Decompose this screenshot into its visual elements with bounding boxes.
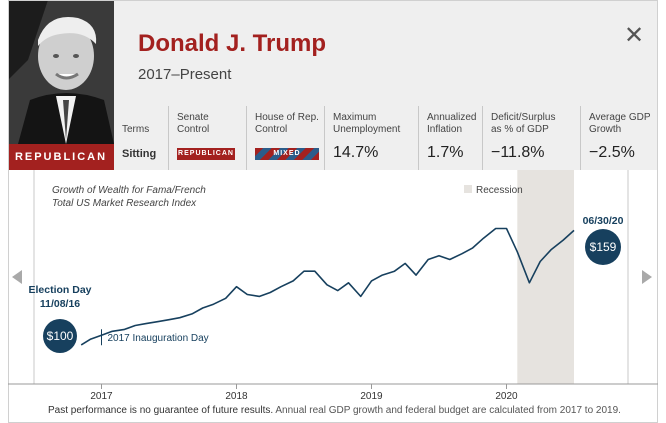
- stat-value: −2.5%: [589, 144, 635, 161]
- stat-label-line: Senate: [177, 112, 209, 123]
- wealth-line: [80, 227, 575, 346]
- stat-4: Annualized Inflation 1.7%: [418, 106, 482, 170]
- stats-row: Terms Sitting Senate Control REPUBLICAN House…: [114, 106, 658, 170]
- stat-2: House of Rep. Control MIXED: [246, 106, 324, 170]
- stat-label-line: Inflation: [427, 124, 463, 135]
- stat-label-line: Deficit/Surplus: [491, 112, 556, 123]
- header-panel: [8, 0, 658, 170]
- stat-value: 14.7%: [333, 144, 379, 161]
- stat-label-line: House of Rep.: [255, 112, 319, 123]
- stat-value: Sitting: [122, 148, 157, 160]
- chart-area: 2017 2018 2019 2020 Growth of Wealth for Fam…: [0, 170, 666, 423]
- start-value-bubble: [43, 319, 77, 353]
- start-label-line: Election Day: [28, 284, 91, 296]
- stat-value: −11.8%: [491, 144, 545, 161]
- stat-label: Annualized Inflation: [427, 112, 476, 136]
- chart-title-line: Total US Market Research Index: [52, 198, 197, 209]
- end-date-label: 06/30/20: [583, 215, 624, 227]
- stat-0: Terms Sitting: [114, 106, 168, 170]
- stat-label-line: Control: [177, 124, 210, 135]
- wealth-chart: 2017 2018 2019 2020 Growth of Wealth for Fam…: [8, 170, 658, 402]
- stat-label: Deficit/Surplus as % of GDP: [491, 112, 555, 136]
- term-years: 2017–Present: [138, 66, 232, 83]
- stat-value: MIXED: [255, 148, 319, 160]
- footnote-detail: Annual real GDP growth and federal budge…: [273, 405, 621, 416]
- start-value-label: $100: [47, 329, 74, 343]
- recession-band: [517, 170, 574, 384]
- x-tick-label: 2019: [360, 391, 383, 402]
- president-name: Donald J. Trump: [138, 30, 327, 57]
- footnote-disclaimer: Past performance is no guarantee of futu…: [48, 405, 274, 416]
- legend-label: Recession: [476, 185, 523, 196]
- stat-label-line: Unemployment: [333, 124, 401, 135]
- start-label-line: 11/08/16: [40, 298, 80, 310]
- stat-label-line: Annualized: [427, 112, 477, 123]
- stat-6: Average GDP Growth −2.5%: [580, 106, 658, 170]
- stat-label: House of Rep. Control: [255, 112, 319, 136]
- stat-value: REPUBLICAN: [177, 148, 235, 160]
- stat-value: 1.7%: [427, 144, 464, 161]
- x-tick-label: 2020: [495, 391, 518, 402]
- stat-1: Senate Control REPUBLICAN: [168, 106, 246, 170]
- stat-label: Maximum Unemployment: [333, 112, 400, 136]
- stat-5: Deficit/Surplus as % of GDP −11.8%: [482, 106, 580, 170]
- end-value-bubble: [585, 229, 621, 265]
- footnote: Past performance is no guarantee of futu…: [48, 405, 621, 416]
- stat-label-line: Average GDP: [589, 112, 651, 123]
- inauguration-label: 2017 Inauguration Day: [108, 333, 209, 344]
- next-arrow-icon[interactable]: [642, 270, 652, 284]
- end-value-label: $159: [590, 240, 617, 254]
- stat-label-line: Maximum: [333, 112, 377, 123]
- president-photo: [8, 0, 114, 144]
- previous-arrow-icon[interactable]: [12, 270, 22, 284]
- stat-label: Average GDP Growth: [589, 112, 651, 136]
- stat-label: Senate Control: [177, 112, 209, 136]
- stat-label-line: Control: [255, 124, 288, 135]
- stat-label-line: as % of GDP: [491, 124, 549, 135]
- stat-label-line: Terms: [122, 124, 150, 135]
- x-tick-label: 2017: [90, 391, 113, 402]
- stat-label: Terms: [122, 124, 149, 136]
- party-badge: REPUBLICAN: [8, 144, 114, 170]
- legend-swatch: [464, 185, 472, 193]
- close-icon[interactable]: ✕: [623, 22, 645, 49]
- x-tick-label: 2018: [225, 391, 248, 402]
- chart-title-line: Growth of Wealth for Fama/French: [52, 185, 206, 196]
- stat-label-line: Growth: [589, 124, 622, 135]
- stat-3: Maximum Unemployment 14.7%: [324, 106, 418, 170]
